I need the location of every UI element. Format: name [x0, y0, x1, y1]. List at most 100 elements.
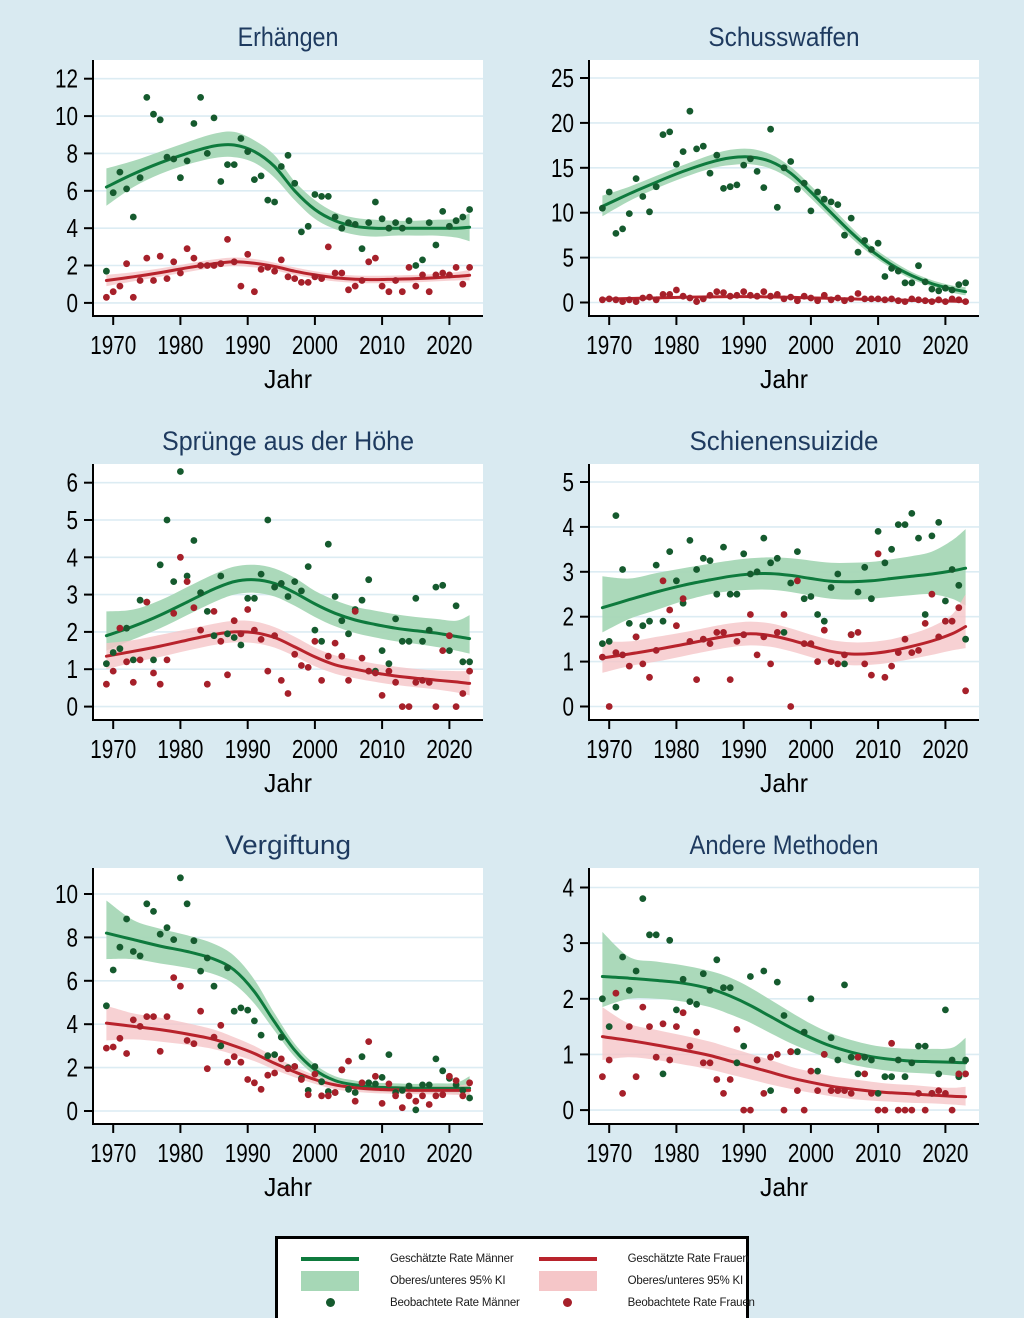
x-tick-label: 1990	[721, 1138, 767, 1168]
y-tick-label: 2	[563, 602, 575, 632]
x-tick-label: 2000	[292, 330, 338, 360]
y-tick-label: 10	[551, 198, 574, 228]
panel-4: 0 1 2 3 4 5 1970 1980 1990 2000 2010 2020 Schienensu…	[517, 420, 1003, 818]
axes	[588, 60, 979, 317]
y-tick-label: 4	[67, 213, 79, 243]
x-axis-label: Jahr	[264, 364, 312, 394]
x-tick-label: 1990	[225, 330, 271, 360]
legend-item-men-line: Geschätzte Rate Männer	[282, 1250, 520, 1267]
trend-line-women	[600, 625, 968, 660]
panel-title: Schienensuizide	[690, 426, 879, 456]
y-tick-label: 5	[563, 467, 575, 497]
legend-label-women-line: Geschätzte Rate Frauen	[627, 1252, 749, 1265]
observed-dots-women	[599, 286, 969, 305]
x-tick-label: 1990	[721, 734, 767, 764]
plot-area	[93, 868, 483, 1124]
x-tick-label: 2000	[788, 1138, 834, 1168]
legend-col-men: Geschätzte Rate Männer Oberes/unteres 95…	[282, 1250, 520, 1311]
x-tick-label: 1970	[90, 330, 136, 360]
panel-title: Schusswaffen	[708, 22, 859, 52]
x-tick-label: 2020	[922, 1138, 968, 1168]
x-tick-label: 1990	[225, 734, 271, 764]
legend-men-band-swatch	[282, 1270, 378, 1291]
panel-chart-3: 0 1 2 3 4 5 6 1970 1980 1990 2000 2010 2020 Sprünge a…	[67, 426, 483, 798]
trend-line-women	[104, 1021, 472, 1092]
legend-item-men-dot: Beobachtete Rate Männer	[282, 1294, 520, 1311]
legend-item-women-band: Oberes/unteres 95% KI	[520, 1270, 755, 1291]
y-tick-label: 3	[563, 928, 575, 958]
y-tick-label: 0	[563, 1095, 575, 1125]
legend-men-dot-swatch	[282, 1298, 378, 1307]
panel-chart-2: 0 5 10 15 20 25 1970 1980 1990 2000 2010 2020 Schuss…	[551, 22, 979, 394]
axes	[92, 464, 483, 721]
x-tick-label: 2010	[855, 330, 901, 360]
panel-3: 0 1 2 3 4 5 6 1970 1980 1990 2000 2010 2020 Sprünge a…	[21, 420, 507, 818]
legend-men-line-swatch	[282, 1256, 378, 1261]
axes	[92, 60, 483, 317]
x-tick-label: 2000	[292, 734, 338, 764]
y-tick-label: 0	[563, 288, 575, 318]
x-tick-label: 1980	[653, 330, 699, 360]
panel-title: Sprünge aus der Höhe	[162, 426, 414, 456]
x-tick-label: 2010	[359, 734, 405, 764]
panel-title: Andere Methoden	[690, 830, 879, 860]
observed-dots-women	[599, 550, 969, 710]
panel-chart-6: 0 1 2 3 4 1970 1980 1990 2000 2010 2020 Andere Meth…	[563, 830, 979, 1202]
panel-chart-1: 0 2 4 6 8 10 12 1970 1980 1990 2000 2010 2020 Erhänge…	[55, 22, 483, 394]
observed-dots-men	[103, 94, 473, 275]
x-tick-label: 1980	[653, 734, 699, 764]
x-tick-label: 1980	[157, 1138, 203, 1168]
panel-5: 0 2 4 6 8 10 1970 1980 1990 2000 2010 2020 Vergiftun…	[21, 824, 507, 1222]
x-tick-label: 2010	[359, 1138, 405, 1168]
y-tick-label: 1	[563, 1039, 575, 1069]
y-tick-label: 2	[67, 617, 79, 647]
panel-2: 0 5 10 15 20 25 1970 1980 1990 2000 2010 2020 Schuss…	[517, 16, 1003, 414]
panel-title: Vergiftung	[225, 830, 351, 860]
x-tick-label: 1970	[586, 330, 632, 360]
panel-1: 0 2 4 6 8 10 12 1970 1980 1990 2000 2010 2020 Erhänge…	[21, 16, 507, 414]
x-axis-label: Jahr	[264, 768, 312, 798]
axes	[588, 464, 979, 721]
y-tick-label: 25	[551, 63, 574, 93]
x-tick-label: 2020	[922, 330, 968, 360]
y-tick-label: 0	[67, 692, 79, 722]
y-tick-label: 4	[67, 1009, 79, 1039]
y-tick-label: 0	[563, 692, 575, 722]
ci-band-men	[602, 529, 966, 633]
trend-line-women	[104, 260, 472, 282]
trend-line-men	[104, 578, 472, 641]
legend-item-men-band: Oberes/unteres 95% KI	[282, 1270, 520, 1291]
observed-dots-women	[103, 553, 473, 710]
trend-line-men	[600, 155, 968, 294]
legend-label-women-dot: Beobachtete Rate Frauen	[627, 1296, 755, 1309]
x-tick-label: 2020	[922, 734, 968, 764]
men-line-icon	[301, 1256, 359, 1261]
y-tick-label: 3	[563, 557, 575, 587]
axes	[92, 868, 483, 1125]
trend-line-men	[104, 931, 472, 1090]
x-tick-label: 2020	[426, 734, 472, 764]
x-tick-label: 2010	[855, 1138, 901, 1168]
x-tick-label: 1970	[90, 1138, 136, 1168]
trend-line-men	[104, 143, 472, 230]
y-tick-label: 6	[67, 966, 79, 996]
women-line-icon	[538, 1256, 597, 1261]
panel-6: 0 1 2 3 4 1970 1980 1990 2000 2010 2020 Andere Meth…	[517, 824, 1003, 1222]
y-tick-label: 20	[551, 108, 574, 138]
panels-grid: 0 2 4 6 8 10 12 1970 1980 1990 2000 2010 2020 Erhänge…	[21, 16, 1003, 1222]
legend-item-women-dot: Beobachtete Rate Frauen	[520, 1294, 755, 1311]
observed-dots-women	[103, 974, 473, 1112]
x-axis-label: Jahr	[760, 364, 808, 394]
trend-line-women	[104, 630, 472, 685]
y-tick-label: 1	[67, 654, 79, 684]
legend-item-women-line: Geschätzte Rate Frauen	[520, 1250, 755, 1267]
legend-col-women: Geschätzte Rate Frauen Oberes/unteres 95…	[520, 1250, 755, 1311]
x-tick-label: 2000	[788, 734, 834, 764]
x-tick-label: 1990	[721, 330, 767, 360]
y-tick-label: 6	[67, 176, 79, 206]
observed-dots-women	[599, 989, 969, 1114]
axes	[588, 868, 979, 1125]
y-tick-label: 8	[67, 138, 79, 168]
y-tick-label: 15	[551, 153, 574, 183]
